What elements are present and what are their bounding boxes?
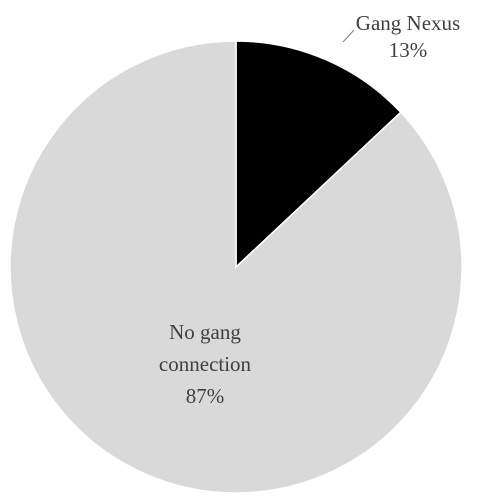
leader-line-1 [342, 29, 355, 43]
slice-percent-text: 87% [186, 384, 225, 408]
slice-label-text: No gang [169, 320, 241, 344]
pie-slice-1 [235, 40, 402, 269]
data-labels: Gang Nexus 13% No gang connection 87% [159, 11, 460, 408]
slice-label-text: connection [159, 352, 252, 376]
pie-slices [9, 40, 463, 494]
slice-label-text: Gang Nexus [356, 11, 460, 35]
data-label-1: Gang Nexus 13% [356, 11, 460, 62]
slice-percent-text: 13% [389, 38, 428, 62]
data-label-2: No gang connection 87% [159, 320, 252, 408]
leader-lines [342, 29, 355, 43]
pie-slice-2 [9, 40, 463, 494]
